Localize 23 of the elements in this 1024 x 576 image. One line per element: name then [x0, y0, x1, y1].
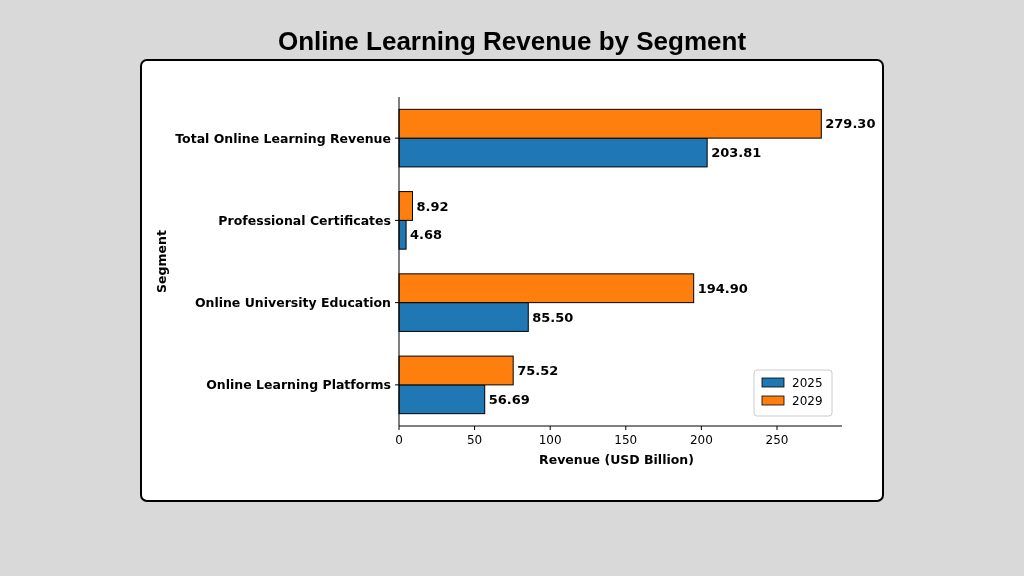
- y-tick-label: Professional Certificates: [218, 212, 391, 228]
- x-tick-label: 150: [614, 433, 638, 447]
- x-tick-label: 200: [689, 433, 713, 447]
- data-label: 8.92: [416, 198, 449, 214]
- x-axis-title: Revenue (USD Billion): [539, 452, 694, 467]
- x-tick-label: 50: [466, 433, 483, 447]
- x-tick-label: 250: [765, 433, 789, 447]
- x-tick-label: 0: [395, 433, 403, 447]
- data-label: 194.90: [697, 280, 748, 296]
- legend-label: 2025: [792, 376, 823, 391]
- data-label: 279.30: [825, 116, 876, 132]
- y-tick-label: Online University Education: [194, 295, 391, 310]
- y-tick-label: Total Online Learning Revenue: [175, 130, 391, 146]
- chart-title: Online Learning Revenue by Segment: [277, 26, 747, 56]
- y-axis-title: Segment: [154, 230, 169, 293]
- data-label: 85.50: [532, 309, 574, 325]
- x-tick-label: 100: [538, 433, 562, 447]
- data-label: 75.52: [517, 363, 559, 379]
- data-label: 56.69: [488, 391, 530, 407]
- data-label: 4.68: [410, 227, 443, 243]
- data-label: 203.81: [711, 145, 762, 161]
- y-tick-label: Online Learning Platforms: [206, 377, 391, 393]
- legend-label: 2029: [792, 394, 823, 409]
